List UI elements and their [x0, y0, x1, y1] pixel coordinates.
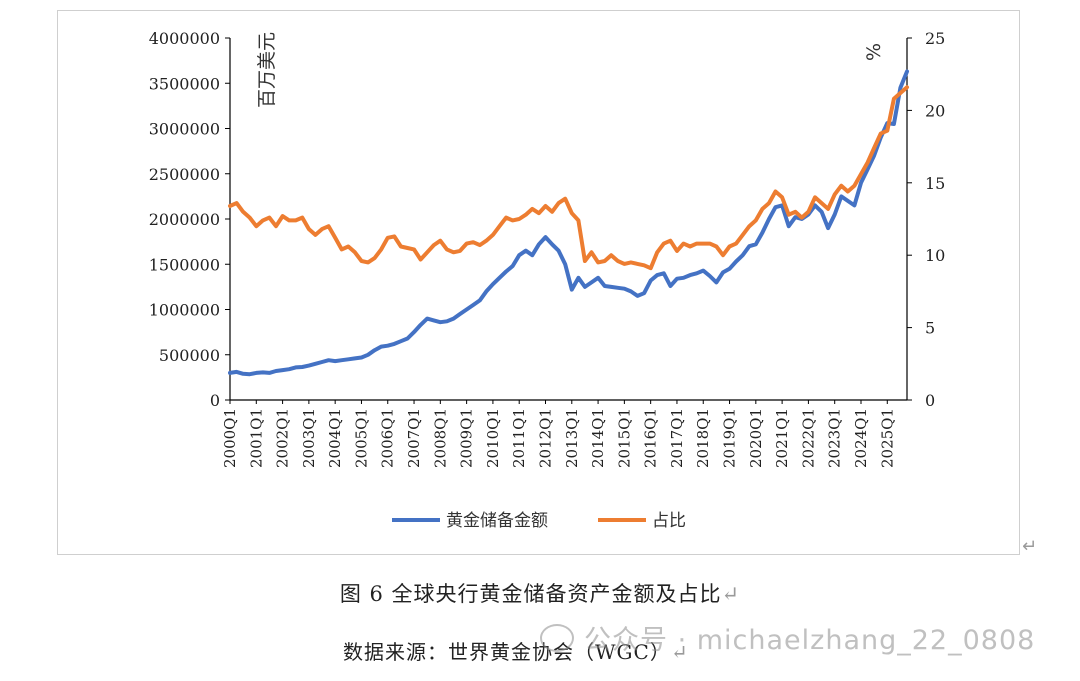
- left-tick-label: 1500000: [149, 255, 220, 274]
- right-tick-label: 10: [925, 246, 945, 265]
- left-tick-label: 500000: [159, 346, 220, 365]
- right-tick-label: 5: [925, 319, 935, 338]
- chart-frame: [57, 10, 1020, 555]
- wechat-icon: [540, 624, 574, 652]
- left-tick-label: 1000000: [149, 301, 220, 320]
- right-tick-label: 0: [925, 391, 935, 410]
- x-tick-label: 2018Q1: [694, 408, 712, 468]
- x-tick-label: 2002Q1: [274, 408, 292, 468]
- data-source: 数据来源：世界黄金协会（WGC）↵: [343, 640, 689, 664]
- right-unit-label: %: [863, 43, 885, 61]
- x-tick-label: 2023Q1: [826, 408, 844, 468]
- right-tick-label: 15: [925, 174, 945, 193]
- return-mark-chart: ↵: [1022, 536, 1038, 557]
- x-tick-label: 2009Q1: [458, 408, 476, 468]
- x-tick-label: 2007Q1: [405, 408, 423, 468]
- x-tick-label: 2020Q1: [747, 408, 765, 468]
- x-tick-label: 2006Q1: [379, 408, 397, 468]
- x-tick-label: 2014Q1: [589, 408, 607, 468]
- legend-label-gold-amount: 黄金储备金额: [446, 511, 548, 531]
- x-tick-label: 2016Q1: [642, 408, 660, 468]
- x-tick-label: 2024Q1: [852, 408, 870, 468]
- return-mark-source: ↵: [670, 640, 689, 664]
- x-tick-label: 2003Q1: [300, 408, 318, 468]
- watermark: 公众号 · michaelzhang_22_0808: [540, 618, 1035, 657]
- x-tick-label: 2025Q1: [878, 408, 896, 468]
- left-tick-label: 4000000: [149, 29, 220, 48]
- x-tick-label: 2000Q1: [221, 408, 239, 468]
- x-tick-label: 2013Q1: [563, 408, 581, 468]
- series-line-share: [228, 85, 909, 271]
- x-tick-label: 2019Q1: [721, 408, 739, 468]
- figure-caption: 图 6 全球央行黄金储备资产金额及占比↵: [339, 582, 741, 606]
- x-tick-label: 2001Q1: [247, 408, 265, 468]
- left-tick-label: 2000000: [149, 210, 220, 229]
- right-tick-label: 20: [925, 101, 945, 120]
- x-tick-label: 2017Q1: [668, 408, 686, 468]
- x-tick-label: 2004Q1: [326, 408, 344, 468]
- series-line-gold-amount: [228, 69, 909, 377]
- left-tick-label: 0: [210, 391, 220, 410]
- chart: 4000000 3500000 3000000 2500000 2000000 15000…: [149, 29, 946, 531]
- left-tick-label: 3500000: [149, 74, 220, 93]
- x-tick-label: 2012Q1: [536, 408, 554, 468]
- left-unit-label: 百万美元: [256, 32, 278, 108]
- left-tick-label: 3000000: [149, 120, 220, 139]
- x-tick-label: 2022Q1: [799, 408, 817, 468]
- x-tick-label: 2015Q1: [615, 408, 633, 468]
- x-tick-label: 2010Q1: [484, 408, 502, 468]
- legend-label-share: 占比: [652, 511, 686, 531]
- right-tick-label: 25: [925, 29, 945, 48]
- x-tick-label: 2021Q1: [773, 408, 791, 468]
- left-tick-label: 2500000: [149, 165, 220, 184]
- return-mark-caption: ↵: [721, 582, 741, 606]
- x-tick-label: 2005Q1: [352, 408, 370, 468]
- x-tick-label: 2011Q1: [510, 408, 528, 468]
- x-tick-label: 2008Q1: [431, 408, 449, 468]
